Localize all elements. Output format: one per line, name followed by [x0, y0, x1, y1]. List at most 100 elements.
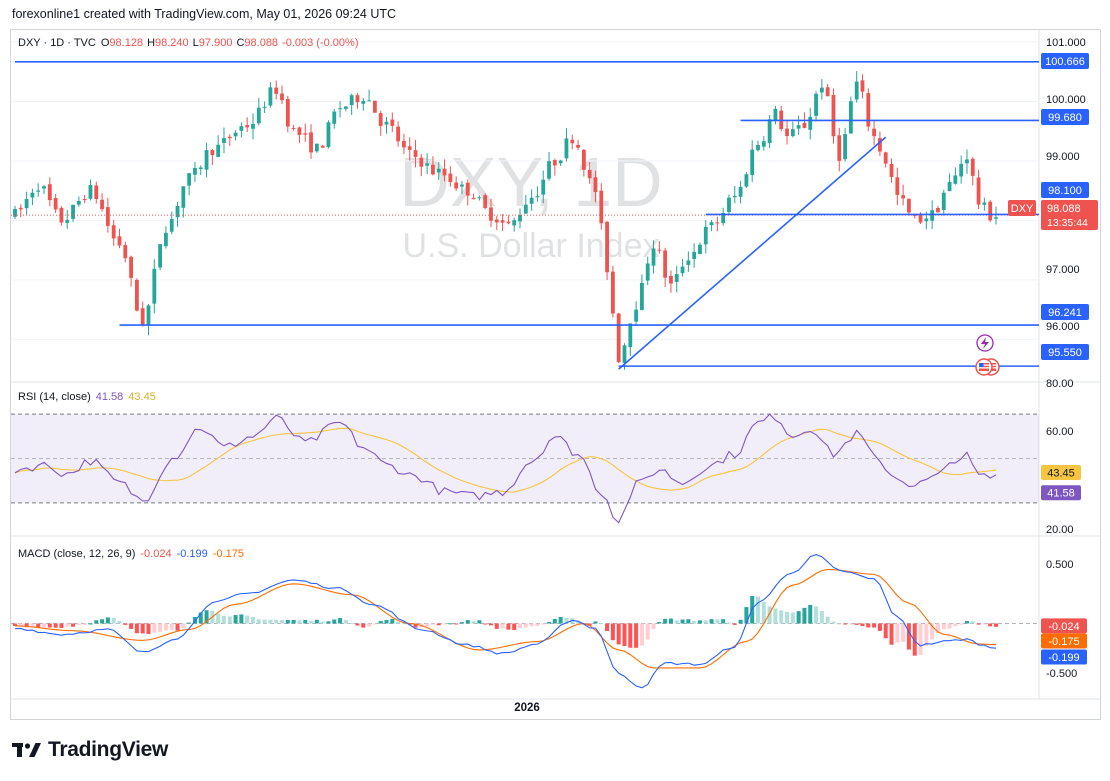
candle-body [82, 199, 87, 201]
tradingview-logo[interactable]: TradingView [12, 738, 168, 762]
macd-histogram-bar [30, 623, 35, 627]
candle-body [674, 274, 679, 282]
candle-body [785, 128, 789, 137]
macd-histogram-bar [576, 620, 581, 624]
chart-frame[interactable]: DXY, 1D U.S. Dollar Index 43.45 41.58 -0.… [10, 29, 1101, 720]
macd-histogram-bar [895, 623, 900, 643]
macd-histogram-bar [564, 617, 569, 624]
rsi-legend[interactable]: RSI (14, close) 41.58 43.45 [18, 391, 156, 403]
candle-body [802, 122, 807, 128]
price-label-96241: 96.241 [1041, 304, 1089, 320]
candle-body [349, 95, 354, 106]
candle-body [425, 163, 430, 166]
us-flag-icon[interactable] [975, 358, 993, 376]
macd-histogram-bar [709, 619, 714, 624]
candle-body [88, 185, 93, 199]
candle-body [965, 159, 969, 164]
symbol-info[interactable]: DXY · 1D · TVC [18, 37, 96, 49]
macd-histogram-bar [494, 623, 499, 629]
macd-histogram-bar [123, 623, 128, 625]
macd-histogram-bar [82, 623, 87, 625]
macd-histogram-bar [721, 619, 726, 624]
candle-body [564, 138, 569, 159]
macd-histogram-bar [814, 606, 819, 624]
macd-histogram-bar [134, 623, 139, 634]
macd-histogram-bar [13, 623, 17, 626]
candle-body [245, 125, 250, 128]
macd-histogram-bar [994, 623, 998, 627]
macd-histogram-bar [744, 607, 749, 624]
candle-body [860, 80, 865, 92]
current-symbol-tag[interactable]: DXY [1008, 200, 1036, 216]
rsi-line [14, 413, 997, 524]
macd-histogram-bar [309, 620, 314, 624]
candle-body [396, 126, 401, 142]
candle-body [628, 323, 633, 348]
macd-histogram-bar [953, 623, 958, 627]
macd-histogram-bar [773, 608, 778, 624]
macd-histogram-bar [36, 623, 41, 628]
candle-body [947, 181, 952, 192]
candle-body [361, 100, 366, 104]
macd-histogram-bar [372, 623, 377, 625]
macd-histogram-bar [982, 623, 987, 625]
macd-histogram-bar [947, 623, 952, 629]
chart-canvas[interactable]: DXY, 1D U.S. Dollar Index 43.45 41.58 -0.… [11, 30, 1100, 719]
macd-histogram-bar [616, 623, 621, 645]
macd-histogram-bar [204, 610, 209, 624]
watermark-title: DXY, 1D [399, 143, 662, 221]
macd-histogram-bar [274, 620, 279, 624]
candle-body [727, 197, 731, 213]
candle-body [268, 87, 273, 106]
candle-body [570, 139, 575, 144]
candle-body [448, 173, 453, 183]
candle-body [982, 202, 987, 205]
trendline [618, 136, 887, 370]
macd-histogram-bar [860, 623, 865, 627]
high-label: H [147, 37, 155, 49]
candle-body [378, 113, 383, 126]
candle-body [314, 143, 319, 152]
change-value: -0.003 (-0.00%) [282, 37, 358, 49]
macd-histogram-bar [599, 622, 604, 624]
candle-body [239, 126, 244, 131]
macd-histogram-bar [378, 620, 383, 624]
price-pane[interactable] [11, 41, 1039, 370]
candle-body [303, 133, 308, 135]
macd-histogram-bar [454, 623, 459, 625]
macd-signal-badge [1041, 633, 1087, 649]
candle-body [994, 217, 998, 219]
high-value: 98.240 [155, 37, 189, 49]
candle-body [30, 192, 35, 198]
macd-histogram-bar [169, 623, 174, 630]
macd-histogram-bar [634, 623, 639, 648]
lightning-icon[interactable] [976, 334, 994, 352]
macd-histogram-bar [320, 621, 325, 624]
macd-histogram-bar [552, 618, 557, 624]
macd-legend[interactable]: MACD (close, 12, 26, 9) -0.024 -0.199 -0.17… [18, 548, 244, 560]
drawing-levels[interactable] [15, 60, 1039, 370]
macd-histogram-bar [790, 612, 795, 624]
candle-body [837, 135, 842, 161]
ohlc-legend[interactable]: DXY · 1D · TVC O98.128 H98.240 L97.900 C98.0… [18, 37, 359, 49]
macd-histogram-bar [808, 604, 813, 624]
macd-histogram-bar [216, 613, 221, 624]
rsi-tick: 60.00 [1046, 426, 1074, 438]
macd-histogram-bar [883, 623, 888, 639]
macd-histogram-bar [639, 623, 644, 646]
macd-histogram-bar [291, 619, 296, 624]
rsi-pane[interactable]: 43.45 41.58 [11, 413, 1081, 524]
candle-body [761, 141, 766, 147]
macd-histogram-bar [837, 623, 842, 625]
macd-histogram-bar [605, 623, 610, 631]
macd-histogram-bar [117, 620, 122, 624]
macd-pane[interactable]: -0.024 -0.175 -0.199 [11, 554, 1087, 689]
candle-body [94, 185, 99, 200]
candle-body [169, 219, 174, 232]
close-label: C [236, 37, 244, 49]
candle-body [901, 195, 906, 199]
price-tick: 99.000 [1046, 151, 1080, 163]
macd-histogram-bar [976, 623, 981, 625]
candle-body [657, 249, 662, 251]
macd-histogram-bar [152, 623, 157, 633]
